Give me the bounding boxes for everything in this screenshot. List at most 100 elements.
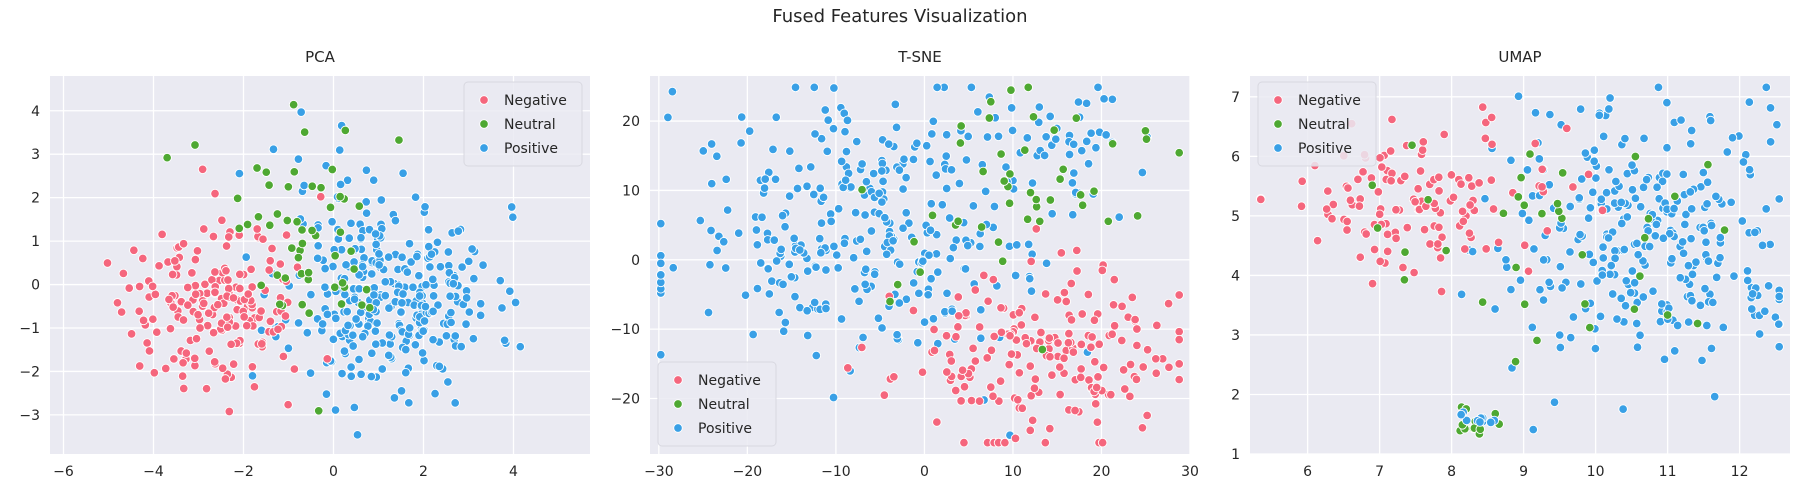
point-neutral	[885, 296, 895, 307]
point-positive	[1068, 139, 1079, 150]
point-neutral	[394, 135, 404, 145]
y-tick-label: −20	[610, 392, 640, 408]
point-negative	[986, 382, 996, 392]
point-negative	[1106, 389, 1116, 400]
point-positive	[374, 249, 384, 259]
point-negative	[1064, 328, 1074, 339]
x-tick-label: 7	[1375, 464, 1384, 480]
point-negative	[1342, 216, 1352, 227]
point-neutral	[1580, 299, 1590, 309]
point-positive	[313, 241, 323, 251]
point-positive	[1750, 227, 1760, 238]
legend-marker-neutral	[1273, 119, 1283, 129]
point-positive	[764, 289, 775, 299]
point-positive	[1067, 178, 1078, 188]
point-positive	[348, 341, 358, 351]
point-negative	[1142, 410, 1152, 421]
point-positive	[1616, 197, 1627, 208]
point-positive	[811, 262, 821, 272]
point-neutral	[1025, 187, 1036, 198]
point-positive	[464, 307, 475, 317]
point-negative	[217, 363, 228, 373]
point-positive	[1705, 115, 1716, 126]
point-positive	[361, 208, 372, 218]
point-positive	[894, 165, 905, 175]
point-positive	[1711, 272, 1722, 283]
point-positive	[1699, 226, 1709, 236]
point-negative	[959, 437, 969, 448]
point-negative	[1072, 266, 1082, 276]
point-positive	[1555, 342, 1566, 353]
legend-label-neutral: Neutral	[1298, 117, 1350, 133]
point-positive	[328, 334, 339, 345]
legend-box	[657, 361, 777, 447]
point-neutral	[272, 209, 283, 219]
point-negative	[843, 363, 853, 373]
point-positive	[420, 301, 431, 312]
point-negative	[1486, 175, 1497, 185]
point-positive	[368, 175, 379, 185]
point-negative	[256, 306, 266, 316]
point-positive	[989, 201, 1000, 212]
point-positive	[757, 212, 767, 223]
legend-label-negative: Negative	[504, 93, 567, 109]
point-positive	[1675, 273, 1686, 283]
point-negative	[1375, 256, 1385, 267]
point-positive	[921, 141, 932, 151]
point-neutral	[1107, 139, 1118, 149]
point-positive	[850, 284, 860, 294]
legend-marker-positive	[673, 423, 683, 433]
point-positive	[445, 291, 455, 301]
point-positive	[461, 319, 471, 329]
point-positive	[937, 200, 948, 210]
point-negative	[1597, 205, 1608, 216]
point-positive	[1610, 253, 1620, 264]
point-negative	[165, 323, 176, 334]
point-neutral	[1037, 344, 1048, 355]
point-neutral	[340, 125, 351, 136]
point-positive	[770, 174, 781, 185]
point-positive	[1742, 275, 1753, 286]
point-positive	[432, 237, 443, 248]
point-negative	[210, 267, 220, 277]
point-positive	[1744, 164, 1755, 175]
point-positive	[1596, 194, 1607, 204]
legend-marker-neutral	[673, 399, 683, 409]
point-positive	[928, 313, 939, 324]
point-negative	[1481, 244, 1491, 254]
point-neutral	[978, 166, 988, 177]
point-positive	[390, 215, 401, 226]
point-positive	[923, 290, 933, 300]
point-positive	[860, 279, 870, 290]
point-positive	[1621, 276, 1631, 286]
point-positive	[1045, 111, 1055, 122]
point-positive	[858, 332, 868, 343]
point-positive	[854, 296, 864, 307]
point-positive	[1598, 253, 1609, 263]
point-positive	[720, 263, 731, 273]
point-negative	[988, 391, 998, 401]
point-negative	[1174, 326, 1184, 337]
point-positive	[1101, 130, 1111, 140]
point-positive	[1595, 311, 1606, 322]
point-negative	[1013, 394, 1023, 405]
point-negative	[1030, 312, 1040, 323]
point-neutral	[242, 219, 253, 230]
point-positive	[736, 112, 747, 122]
point-positive	[901, 208, 911, 218]
point-negative	[1017, 403, 1028, 414]
point-positive	[1772, 119, 1782, 130]
point-negative	[1367, 278, 1378, 289]
point-negative	[1125, 391, 1135, 402]
point-negative	[1014, 368, 1025, 378]
point-negative	[1036, 327, 1046, 338]
point-positive	[918, 256, 928, 266]
y-tick-label: −2	[19, 364, 40, 380]
point-negative	[1382, 229, 1393, 240]
point-positive	[795, 245, 805, 255]
point-negative	[1519, 240, 1530, 251]
point-negative	[148, 314, 158, 324]
point-negative	[1087, 332, 1097, 342]
point-negative	[1086, 342, 1096, 352]
point-positive	[1691, 257, 1701, 267]
